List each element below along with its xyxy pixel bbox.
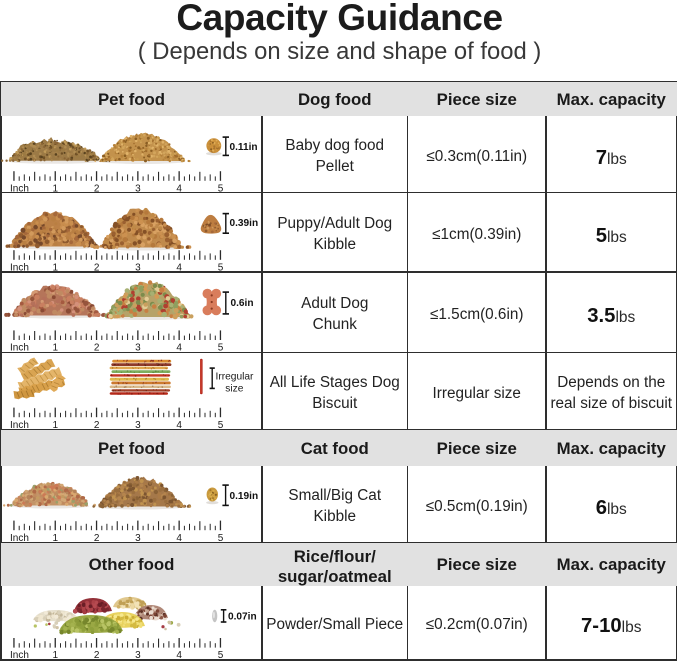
- svg-text:4: 4: [176, 343, 182, 354]
- svg-text:0.6in: 0.6in: [231, 298, 254, 309]
- svg-text:3: 3: [135, 533, 141, 544]
- svg-text:Inch: Inch: [10, 420, 29, 431]
- svg-text:3: 3: [135, 650, 141, 661]
- svg-text:0.07in: 0.07in: [228, 612, 257, 623]
- svg-text:2: 2: [94, 420, 100, 431]
- svg-text:0.19in: 0.19in: [230, 491, 259, 502]
- svg-text:Inch: Inch: [10, 343, 29, 354]
- svg-text:1: 1: [53, 420, 59, 431]
- svg-text:5: 5: [218, 343, 224, 354]
- svg-text:5: 5: [218, 183, 224, 194]
- svg-text:3: 3: [135, 420, 141, 431]
- svg-text:1: 1: [53, 343, 59, 354]
- svg-text:3: 3: [135, 183, 141, 194]
- svg-text:2: 2: [94, 262, 100, 273]
- svg-text:4: 4: [176, 183, 182, 194]
- svg-text:1: 1: [53, 533, 59, 544]
- svg-text:4: 4: [176, 650, 182, 661]
- svg-text:5: 5: [218, 420, 224, 431]
- svg-text:4: 4: [176, 420, 182, 431]
- svg-text:2: 2: [94, 343, 100, 354]
- svg-text:3: 3: [135, 343, 141, 354]
- svg-text:2: 2: [94, 183, 100, 194]
- svg-text:5: 5: [218, 262, 224, 273]
- svg-text:Irregular: Irregular: [216, 371, 255, 382]
- svg-text:Inch: Inch: [10, 650, 29, 661]
- svg-text:0.11in: 0.11in: [230, 142, 258, 153]
- svg-text:2: 2: [94, 533, 100, 544]
- svg-text:5: 5: [218, 650, 224, 661]
- svg-text:Inch: Inch: [10, 533, 29, 544]
- svg-text:1: 1: [53, 650, 59, 661]
- svg-text:3: 3: [135, 262, 141, 273]
- svg-text:2: 2: [94, 650, 100, 661]
- svg-text:Inch: Inch: [10, 183, 29, 194]
- svg-text:1: 1: [53, 262, 59, 273]
- svg-text:4: 4: [176, 262, 182, 273]
- svg-text:5: 5: [218, 533, 224, 544]
- svg-text:0.39in: 0.39in: [230, 218, 259, 229]
- svg-text:1: 1: [53, 183, 59, 194]
- svg-text:4: 4: [176, 533, 182, 544]
- svg-text:Inch: Inch: [10, 262, 29, 273]
- svg-text:size: size: [225, 383, 243, 394]
